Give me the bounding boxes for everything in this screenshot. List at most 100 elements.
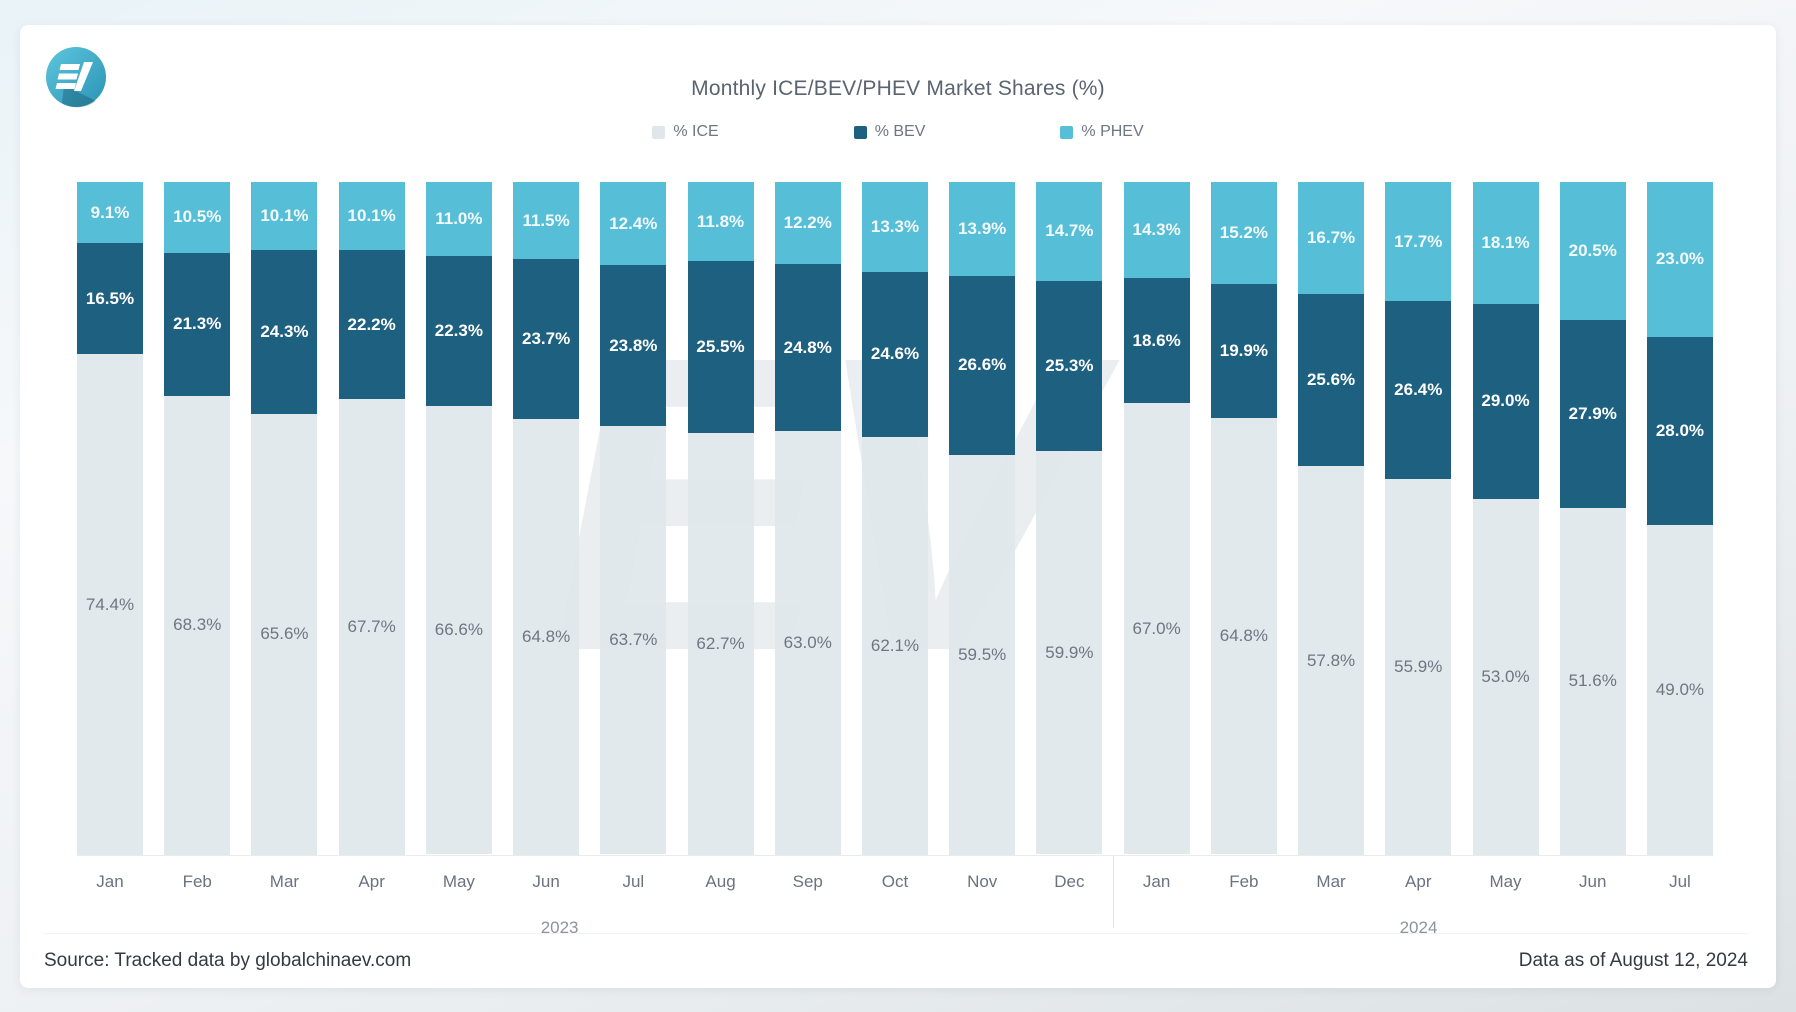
year-label-2024: 2024 (1399, 918, 1438, 937)
bev-segment: 24.6% (861, 271, 928, 438)
phev-segment: 16.7% (1298, 182, 1365, 295)
ice-segment-value-label: 65.6% (260, 624, 309, 644)
bev-segment-value-label: 28.0% (1655, 421, 1705, 440)
bev-segment: 21.3% (164, 252, 231, 396)
bev-segment-value-label: 24.8% (783, 337, 832, 357)
bev-segment-value-label: 23.8% (609, 335, 658, 355)
ice-segment-value-label: 57.8% (1306, 650, 1356, 670)
legend-item-ice: % ICE (652, 123, 719, 141)
month-labels-row: Jan Feb Mar Apr May Jun Jul Aug Sep Oct Nov Dec Jan F… (77, 856, 1713, 892)
phev-segment: 18.1% (1472, 182, 1539, 304)
month-label-5: May (442, 872, 475, 891)
phev-segment-value-label: 11.8% (696, 211, 745, 231)
month-label-7: Jul (622, 872, 645, 891)
ice-segment: 55.9% (1385, 478, 1452, 855)
phev-segment-value-label: 12.4% (609, 213, 658, 233)
bar-column-14: 15.2% 19.9% 64.8% (1210, 182, 1277, 855)
bar-column-19: 23.0% 28.0% 49.0% (1646, 182, 1713, 855)
bar-column-12: 14.7% 25.3% 59.9% (1036, 182, 1103, 855)
ice-segment: 59.5% (949, 454, 1016, 855)
bev-segment-value-label: 22.3% (434, 321, 483, 341)
ev-logo (44, 45, 108, 109)
bev-segment: 23.8% (600, 265, 667, 426)
bar-column-7: 12.4% 23.8% 63.7% (600, 182, 667, 855)
month-label-11: Nov (967, 872, 998, 891)
bev-segment: 26.4% (1385, 301, 1452, 479)
ice-segment-value-label: 64.8% (1219, 626, 1268, 646)
bev-segment-value-label: 25.6% (1306, 370, 1356, 390)
bev-segment: 22.2% (338, 249, 405, 400)
phev-segment-value-label: 17.7% (1394, 231, 1443, 251)
legend-item-bev: % BEV (853, 123, 926, 141)
bev-segment-value-label: 16.5% (85, 288, 135, 308)
ice-segment: 59.9% (1036, 451, 1103, 855)
bev-segment-value-label: 25.3% (1045, 356, 1094, 376)
phev-segment: 12.2% (774, 182, 841, 265)
bev-segment-value-label: 27.9% (1568, 403, 1617, 423)
phev-segment: 20.5% (1559, 182, 1626, 320)
bar-column-16: 17.7% 26.4% 55.9% (1385, 182, 1452, 855)
bev-segment-value-label: 24.3% (260, 321, 309, 341)
bev-segment: 24.8% (774, 264, 841, 431)
phev-segment: 14.3% (1123, 182, 1190, 279)
ice-segment: 64.8% (1210, 418, 1277, 855)
phev-swatch-icon (1060, 125, 1074, 139)
phev-segment: 11.5% (513, 182, 580, 260)
bar-column-2: 10.5% 21.3% 68.3% (164, 182, 231, 855)
bev-segment-value-label: 22.2% (347, 314, 396, 334)
phev-segment: 12.4% (600, 182, 667, 266)
phev-segment: 23.0% (1646, 182, 1713, 337)
ice-segment-value-label: 67.7% (347, 617, 396, 637)
ice-segment-value-label: 59.9% (1045, 642, 1094, 662)
ice-segment: 67.0% (1123, 403, 1190, 855)
ice-segment-value-label: 64.8% (521, 626, 571, 646)
legend-label-ice: % ICE (673, 123, 719, 140)
footer: Source: Tracked data by globalchinaev.co… (44, 933, 1748, 972)
phev-segment-value-label: 14.7% (1045, 221, 1094, 241)
bev-segment-value-label: 24.6% (870, 344, 920, 364)
bev-segment: 25.3% (1036, 280, 1103, 452)
phev-segment-value-label: 15.2% (1219, 223, 1268, 243)
bev-segment-value-label: 25.5% (696, 337, 745, 357)
bar-column-17: 18.1% 29.0% 53.0% (1472, 182, 1539, 855)
bar-column-4: 10.1% 22.2% 67.7% (338, 182, 405, 855)
year-label-2023: 2023 (540, 918, 579, 937)
data-as-of-text: Data as of August 12, 2024 (1518, 950, 1748, 971)
phev-segment-value-label: 10.1% (260, 205, 309, 225)
bev-segment: 24.3% (251, 249, 318, 414)
phev-segment: 9.1% (77, 182, 143, 244)
ice-segment-value-label: 66.6% (434, 620, 483, 640)
phev-segment: 13.9% (949, 182, 1016, 276)
ice-segment-value-label: 51.6% (1568, 671, 1617, 691)
bar-column-18: 20.5% 27.9% 51.6% (1559, 182, 1626, 855)
bev-segment: 19.9% (1210, 284, 1277, 419)
phev-segment: 13.3% (861, 182, 928, 272)
bar-column-15: 16.7% 25.6% 57.8% (1298, 182, 1365, 855)
ice-segment: 53.0% (1472, 498, 1539, 855)
x-axis: Jan Feb Mar Apr May Jun Jul Aug Sep Oct Nov Dec Jan F… (77, 855, 1713, 965)
ice-swatch-icon (652, 125, 666, 139)
month-label-2: Feb (182, 872, 212, 891)
phev-segment: 10.1% (338, 182, 405, 250)
phev-segment: 17.7% (1385, 182, 1452, 302)
month-label-4: Apr (358, 872, 385, 891)
legend-label-bev: % BEV (874, 123, 926, 140)
bev-segment: 22.3% (425, 256, 492, 407)
bev-segment-value-label: 26.6% (958, 355, 1007, 375)
phev-segment-value-label: 11.0% (435, 209, 483, 228)
bar-column-13: 14.3% 18.6% 67.0% (1123, 182, 1190, 855)
ice-segment: 67.7% (338, 399, 405, 855)
phev-segment-value-label: 13.3% (870, 216, 920, 236)
phev-segment-value-label: 20.5% (1568, 240, 1617, 260)
bev-segment: 29.0% (1472, 303, 1539, 499)
ice-segment-value-label: 59.5% (958, 644, 1007, 664)
legend-label-phev: % PHEV (1081, 123, 1144, 140)
month-label-8: Aug (705, 872, 736, 891)
ice-segment: 57.8% (1298, 466, 1365, 855)
phev-segment: 14.7% (1036, 182, 1103, 281)
month-label-13: Jan (1142, 872, 1171, 891)
bar-column-8: 11.8% 25.5% 62.7% (687, 182, 754, 855)
phev-segment-value-label: 10.1% (347, 205, 396, 225)
ice-segment-value-label: 63.7% (609, 629, 658, 649)
ice-segment: 62.1% (861, 437, 928, 855)
